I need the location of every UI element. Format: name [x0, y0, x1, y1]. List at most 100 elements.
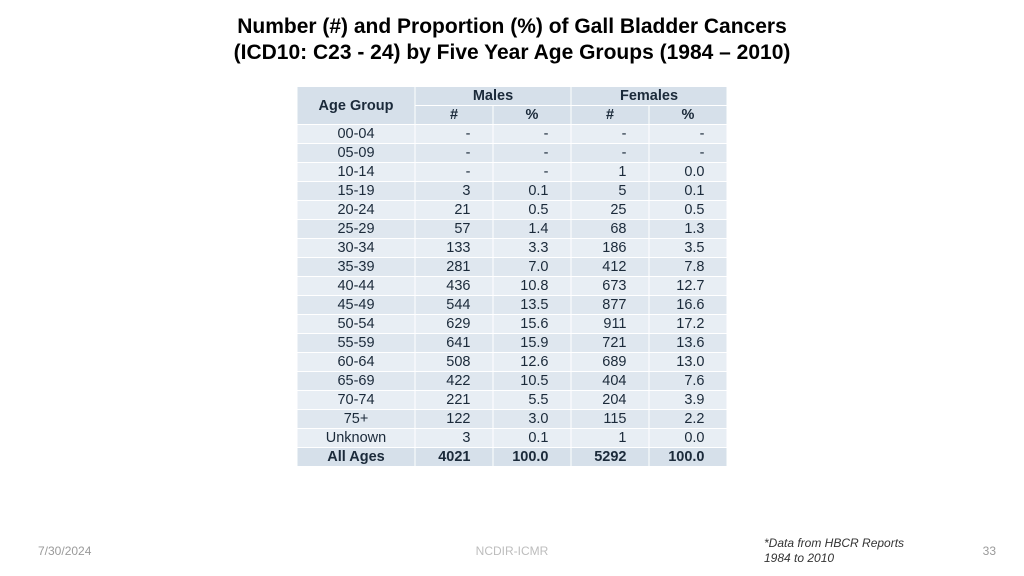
cell-females-pct: - [649, 125, 727, 144]
cell-age: 50-54 [297, 315, 415, 334]
cell-females-pct: 2.2 [649, 410, 727, 429]
table-header: Age Group Males Females # % # % [297, 87, 727, 125]
cell-males-count: 133 [415, 239, 493, 258]
cell-age: 15-19 [297, 182, 415, 201]
table-body: 00-04----05-09----10-14--10.015-1930.150… [297, 125, 727, 467]
cell-males-pct: - [493, 144, 571, 163]
cell-females-pct: 7.8 [649, 258, 727, 277]
cell-males-count: 57 [415, 220, 493, 239]
cell-males-count: 281 [415, 258, 493, 277]
cell-males-count: 422 [415, 372, 493, 391]
cell-females-count: 1 [571, 429, 649, 448]
cell-age: 20-24 [297, 201, 415, 220]
cell-age: 05-09 [297, 144, 415, 163]
cell-males-pct: - [493, 125, 571, 144]
cell-total-age: All Ages [297, 448, 415, 467]
cell-age: 25-29 [297, 220, 415, 239]
header-males-count: # [415, 106, 493, 125]
header-males-pct: % [493, 106, 571, 125]
slide-title: Number (#) and Proportion (%) of Gall Bl… [0, 14, 1024, 67]
header-females-count: # [571, 106, 649, 125]
cell-males-pct: 13.5 [493, 296, 571, 315]
table-row: 75+1223.01152.2 [297, 410, 727, 429]
data-table-wrap: Age Group Males Females # % # % 00-04---… [297, 86, 728, 467]
cell-males-count: 3 [415, 182, 493, 201]
header-males: Males [415, 87, 571, 106]
table-row: 15-1930.150.1 [297, 182, 727, 201]
cell-age: 60-64 [297, 353, 415, 372]
table-row: 30-341333.31863.5 [297, 239, 727, 258]
table-row: 65-6942210.54047.6 [297, 372, 727, 391]
table-row: 55-5964115.972113.6 [297, 334, 727, 353]
cell-males-pct: 3.3 [493, 239, 571, 258]
cell-males-count: 122 [415, 410, 493, 429]
cell-females-count: 877 [571, 296, 649, 315]
title-line-1: Number (#) and Proportion (%) of Gall Bl… [0, 14, 1024, 40]
cell-males-count: 3 [415, 429, 493, 448]
cell-males-pct: 0.1 [493, 429, 571, 448]
header-age-group: Age Group [297, 87, 415, 125]
footer-page-number: 33 [983, 544, 996, 558]
cell-males-pct: 10.8 [493, 277, 571, 296]
cell-females-count: 911 [571, 315, 649, 334]
cell-males-pct: 0.1 [493, 182, 571, 201]
cell-females-pct: 7.6 [649, 372, 727, 391]
cell-age: 70-74 [297, 391, 415, 410]
cell-males-count: 436 [415, 277, 493, 296]
cell-males-pct: 0.5 [493, 201, 571, 220]
cell-females-pct: - [649, 144, 727, 163]
cell-females-count: 5 [571, 182, 649, 201]
cell-total-males-count: 4021 [415, 448, 493, 467]
cell-males-count: 221 [415, 391, 493, 410]
cell-age: 10-14 [297, 163, 415, 182]
cell-age: 40-44 [297, 277, 415, 296]
cell-females-pct: 13.6 [649, 334, 727, 353]
cell-females-count: 115 [571, 410, 649, 429]
slide: Number (#) and Proportion (%) of Gall Bl… [0, 0, 1024, 576]
cell-females-count: 412 [571, 258, 649, 277]
table-row: 60-6450812.668913.0 [297, 353, 727, 372]
cell-males-pct: 1.4 [493, 220, 571, 239]
cell-females-count: 1 [571, 163, 649, 182]
cell-females-pct: 0.0 [649, 429, 727, 448]
cell-females-count: 204 [571, 391, 649, 410]
cell-females-count: 673 [571, 277, 649, 296]
cell-females-pct: 17.2 [649, 315, 727, 334]
cell-age: 65-69 [297, 372, 415, 391]
cell-males-pct: 5.5 [493, 391, 571, 410]
cell-females-count: 25 [571, 201, 649, 220]
table-row: 50-5462915.691117.2 [297, 315, 727, 334]
cell-age: 55-59 [297, 334, 415, 353]
cell-age: 45-49 [297, 296, 415, 315]
cell-total-males-pct: 100.0 [493, 448, 571, 467]
cell-females-pct: 3.5 [649, 239, 727, 258]
table-row: 10-14--10.0 [297, 163, 727, 182]
cell-males-pct: - [493, 163, 571, 182]
cell-males-count: - [415, 163, 493, 182]
cell-age: Unknown [297, 429, 415, 448]
cell-females-pct: 16.6 [649, 296, 727, 315]
cell-males-count: - [415, 125, 493, 144]
table-row: 00-04---- [297, 125, 727, 144]
cell-total-females-count: 5292 [571, 448, 649, 467]
cell-females-count: 721 [571, 334, 649, 353]
cell-males-count: 544 [415, 296, 493, 315]
cell-total-females-pct: 100.0 [649, 448, 727, 467]
cell-males-count: 641 [415, 334, 493, 353]
cell-males-pct: 10.5 [493, 372, 571, 391]
cell-females-count: 689 [571, 353, 649, 372]
cell-females-pct: 12.7 [649, 277, 727, 296]
cell-age: 30-34 [297, 239, 415, 258]
footer-date: 7/30/2024 [38, 544, 91, 558]
cell-males-pct: 12.6 [493, 353, 571, 372]
table-row: 20-24210.5250.5 [297, 201, 727, 220]
cell-females-count: 404 [571, 372, 649, 391]
table-row: 40-4443610.867312.7 [297, 277, 727, 296]
header-females: Females [571, 87, 727, 106]
cell-males-pct: 15.6 [493, 315, 571, 334]
footer-center-mark: NCDIR-ICMR [476, 544, 549, 558]
cell-males-pct: 7.0 [493, 258, 571, 277]
header-females-pct: % [649, 106, 727, 125]
cell-males-pct: 15.9 [493, 334, 571, 353]
cell-males-count: 629 [415, 315, 493, 334]
